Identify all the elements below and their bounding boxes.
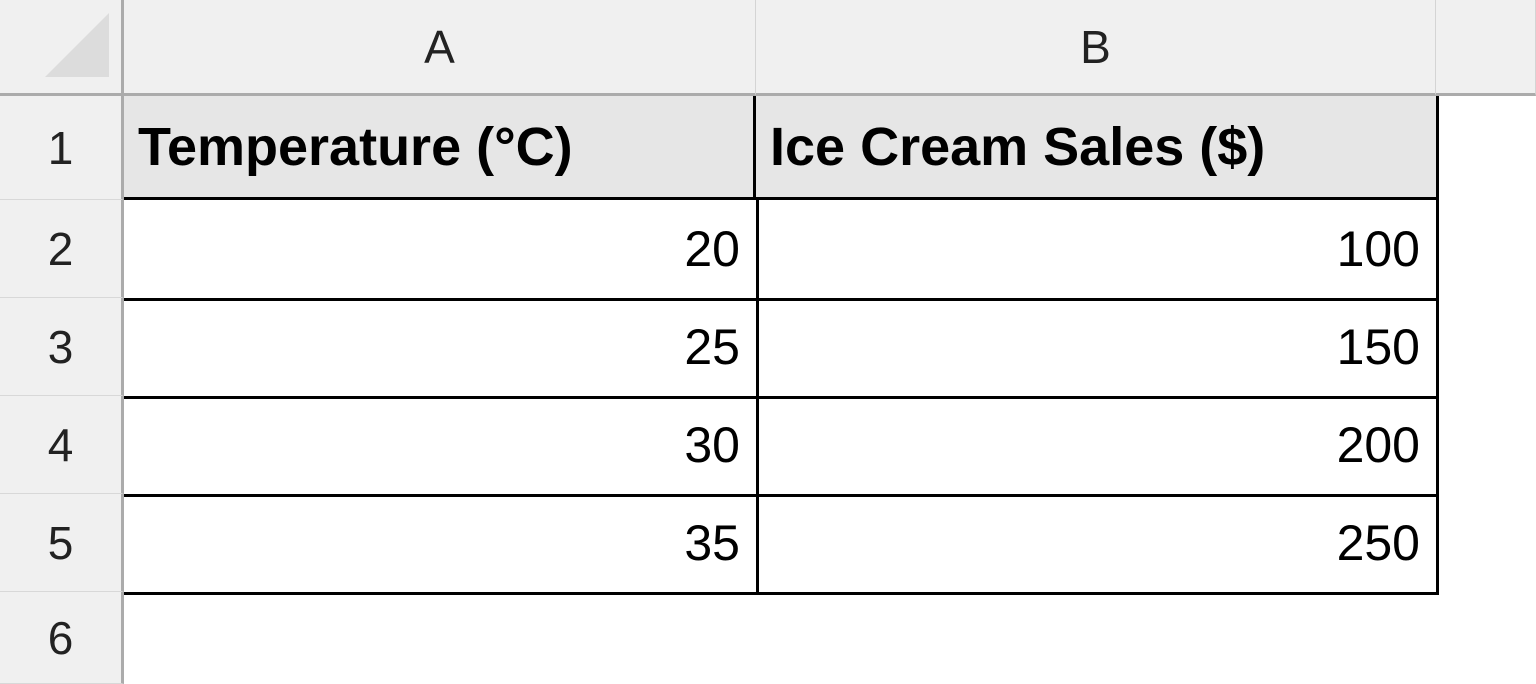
column-header-c[interactable]: [1436, 0, 1536, 96]
column-header-a[interactable]: A: [124, 0, 756, 96]
select-all-corner[interactable]: [0, 0, 124, 96]
cell-b1[interactable]: Ice Cream Sales ($): [756, 96, 1439, 200]
cell-a1[interactable]: Temperature (°C): [124, 96, 756, 200]
row-header-1[interactable]: 1: [0, 96, 124, 200]
cell-b4[interactable]: 200: [756, 396, 1439, 497]
cell-b3[interactable]: 150: [756, 298, 1439, 399]
cell-a4[interactable]: 30: [124, 396, 759, 497]
select-all-triangle-icon: [45, 13, 109, 77]
cell-a2[interactable]: 20: [124, 200, 759, 301]
row-header-5[interactable]: 5: [0, 494, 124, 592]
cell-a5[interactable]: 35: [124, 494, 759, 595]
cell-b2[interactable]: 100: [756, 200, 1439, 301]
row-header-4[interactable]: 4: [0, 396, 124, 494]
row-header-3[interactable]: 3: [0, 298, 124, 396]
column-header-b[interactable]: B: [756, 0, 1436, 96]
row-header-2[interactable]: 2: [0, 200, 124, 298]
row-header-6[interactable]: 6: [0, 592, 124, 684]
cell-a3[interactable]: 25: [124, 298, 759, 399]
cell-b5[interactable]: 250: [756, 494, 1439, 595]
